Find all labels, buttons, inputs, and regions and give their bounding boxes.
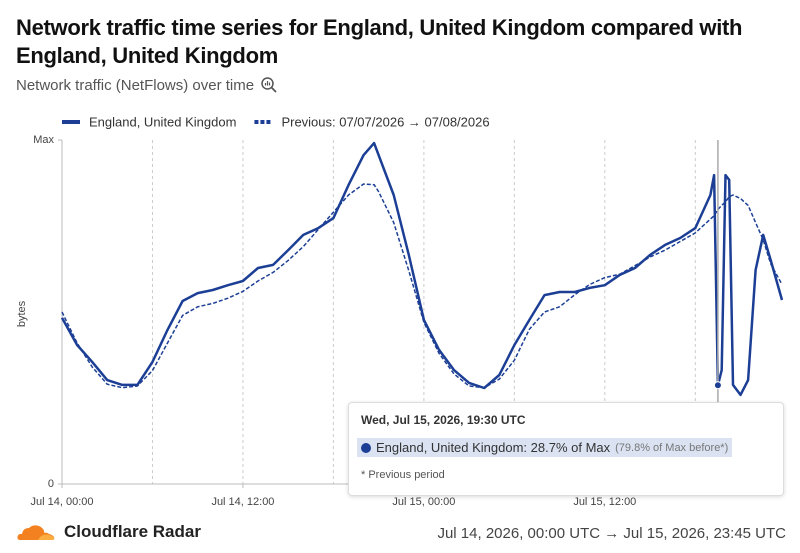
y-axis-label: bytes (16, 300, 28, 327)
tooltip-row: England, United Kingdom: 28.7% of Max (7… (357, 438, 733, 457)
hover-point (713, 381, 722, 390)
subtitle-row: Network traffic (NetFlows) over time (16, 76, 278, 94)
tooltip: Wed, Jul 15, 2026, 19:30 UTC England, Un… (348, 402, 784, 496)
explore-icon[interactable] (260, 76, 278, 94)
legend-label: Previous: 07/07/2026 → 07/08/2026 (281, 114, 489, 129)
x-tick-label: Jul 14, 00:00 (31, 496, 94, 508)
chart-title: Network traffic time series for England,… (16, 15, 743, 68)
tooltip-time: Wed, Jul 15, 2026, 19:30 UTC (361, 413, 526, 427)
tooltip-text: England, United Kingdom: 28.7% of Max (376, 440, 611, 455)
brand-logo (17, 525, 55, 540)
chart: England, United Kingdom Previous: 07/07/2… (16, 114, 784, 508)
x-tick-label: Jul 15, 00:00 (392, 496, 455, 508)
legend-label: England, United Kingdom (89, 114, 236, 129)
y-tick-label: 0 (48, 478, 54, 490)
tooltip-dot (361, 442, 371, 453)
brand: Cloudflare Radar (16, 522, 201, 542)
x-tick-label: Jul 15, 12:00 (573, 496, 636, 508)
y-tick-label: Max (33, 134, 54, 146)
chart-subtitle: Network traffic (NetFlows) over time (16, 76, 255, 94)
x-tick-label: Jul 14, 12:00 (211, 496, 274, 508)
tooltip-before: (79.8% of Max before*) (615, 441, 729, 454)
series-line (60, 141, 784, 397)
tooltip-note: * Previous period (361, 469, 445, 481)
brand-name: Cloudflare Radar (64, 522, 201, 541)
series-line (61, 183, 783, 389)
date-range: Jul 14, 2026, 00:00 UTC → Jul 15, 2026, … (437, 525, 786, 542)
